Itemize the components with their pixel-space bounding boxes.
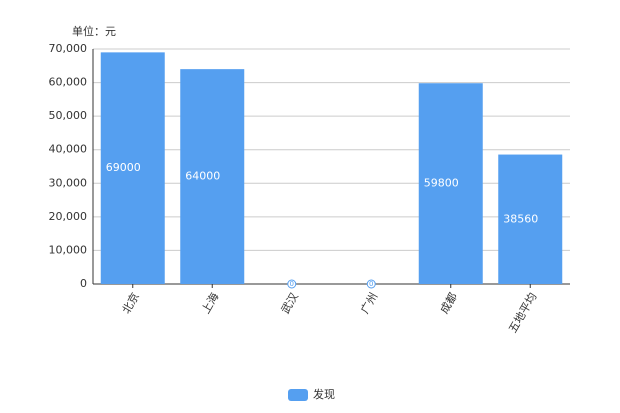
x-tick-label: 北京 — [119, 290, 142, 316]
y-tick-label: 30,000 — [49, 176, 88, 189]
value-label: 64000 — [185, 170, 220, 183]
zero-marker — [287, 279, 297, 289]
y-tick-label: 50,000 — [49, 109, 88, 122]
y-unit: 单位：元 — [72, 24, 116, 38]
y-tick-label: 40,000 — [49, 143, 88, 156]
y-tick-label: 20,000 — [49, 210, 88, 223]
bar — [498, 154, 563, 284]
bar — [100, 52, 165, 284]
bar — [180, 69, 245, 285]
x-tick-label: 武汉 — [279, 291, 301, 317]
x-tick-label: 成都 — [438, 291, 460, 317]
value-label: 0 — [290, 280, 294, 288]
value-label: 69000 — [106, 161, 141, 174]
y-tick-label: 10,000 — [49, 243, 88, 256]
value-label: 59800 — [424, 177, 459, 190]
x-tick-label: 五地平均 — [506, 291, 539, 336]
value-label: 38560 — [503, 212, 538, 225]
bar — [418, 83, 483, 284]
zero-marker — [366, 279, 376, 289]
x-tick-label: 广州 — [358, 291, 380, 317]
y-tick-label: 0 — [80, 277, 87, 290]
legend-swatch — [288, 389, 308, 401]
y-tick-label: 70,000 — [49, 42, 88, 55]
value-label: 0 — [369, 280, 373, 288]
legend-label: 发现 — [313, 387, 335, 401]
y-tick-label: 60,000 — [49, 76, 88, 89]
x-tick-label: 上海 — [198, 290, 221, 316]
